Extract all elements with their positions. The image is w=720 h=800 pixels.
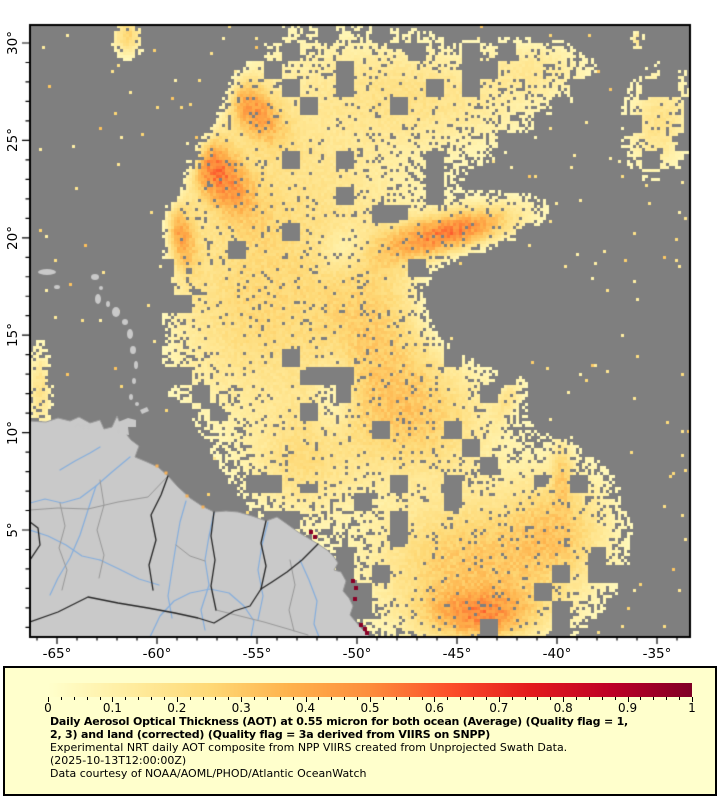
caption-timestamp: (2025-10-13T12:00:00Z) <box>50 754 187 767</box>
caption-block: Daily Aerosol Optical Thickness (AOT) at… <box>50 715 710 780</box>
x-tick-label: -60° <box>142 646 172 662</box>
colorbar-minor-tick <box>344 697 346 700</box>
colorbar-tick-label: 0.1 <box>102 701 122 715</box>
colorbar-minor-tick <box>138 697 140 700</box>
colorbar-minor-tick <box>421 697 423 700</box>
colorbar-major-tick <box>692 697 693 702</box>
colorbar-minor-tick <box>163 697 165 700</box>
colorbar-minor-tick <box>524 697 526 700</box>
colorbar-minor-tick <box>447 697 449 700</box>
x-tick-label: -40° <box>542 646 572 662</box>
legend-panel: 0 0.1 0.2 0.3 0.4 0.5 0.6 0.7 0.8 0.9 1 Daily Aero… <box>3 666 717 796</box>
colorbar-minor-tick <box>614 697 616 700</box>
colorbar-minor-tick <box>215 697 217 700</box>
colorbar-minor-tick <box>408 697 410 700</box>
colorbar-minor-tick <box>228 697 230 700</box>
y-tick-label: 20° <box>5 225 21 250</box>
x-tick-label: -65° <box>42 646 72 662</box>
colorbar-major-tick <box>627 697 629 702</box>
colorbar-minor-tick <box>279 697 281 700</box>
colorbar-minor-tick <box>588 697 590 700</box>
y-tick-label: 25° <box>5 128 21 153</box>
y-tick-label: 15° <box>5 323 21 348</box>
colorbar-minor-tick <box>73 697 75 700</box>
colorbar-tick-label: 0.8 <box>553 701 573 715</box>
x-tick-label: -55° <box>242 646 272 662</box>
colorbar-major-tick <box>434 697 436 702</box>
colorbar-major-tick <box>305 697 307 702</box>
colorbar-major-tick <box>48 697 49 702</box>
colorbar-minor-tick <box>382 697 384 700</box>
colorbar-major-tick <box>498 697 500 702</box>
colorbar-minor-tick <box>266 697 268 700</box>
colorbar-minor-tick <box>125 697 127 700</box>
colorbar-minor-tick <box>679 697 681 700</box>
colorbar-minor-tick <box>60 697 62 700</box>
colorbar <box>48 683 692 697</box>
colorbar-minor-tick <box>485 697 487 700</box>
colorbar-major-tick <box>112 697 114 702</box>
colorbar-tick-label: 0.3 <box>231 701 251 715</box>
colorbar-minor-tick <box>511 697 513 700</box>
caption-title-line2: 2, 3) and land (corrected) (Quality flag… <box>50 728 491 741</box>
colorbar-minor-tick <box>576 697 578 700</box>
colorbar-major-tick <box>241 697 243 702</box>
y-tick-label: 5° <box>5 522 21 538</box>
aot-map-canvas <box>0 0 720 660</box>
colorbar-tick-label: 0.7 <box>489 701 509 715</box>
caption-credit: Data courtesy of NOAA/AOML/PHOD/Atlantic… <box>50 767 367 780</box>
colorbar-tick-label: 0.5 <box>360 701 380 715</box>
colorbar-minor-tick <box>640 697 642 700</box>
colorbar-minor-tick <box>254 697 256 700</box>
colorbar-minor-tick <box>189 697 191 700</box>
colorbar-minor-tick <box>473 697 475 700</box>
colorbar-minor-tick <box>318 697 320 700</box>
colorbar-minor-tick <box>653 697 655 700</box>
colorbar-minor-tick <box>537 697 539 700</box>
colorbar-minor-tick <box>357 697 359 700</box>
colorbar-tick-label: 0.9 <box>618 701 638 715</box>
x-tick-label: -50° <box>342 646 372 662</box>
colorbar-tick-label: 0.6 <box>424 701 444 715</box>
colorbar-tick-label: 0.4 <box>296 701 316 715</box>
colorbar-minor-tick <box>292 697 294 700</box>
colorbar-minor-tick <box>331 697 333 700</box>
x-tick-label: -45° <box>442 646 472 662</box>
y-tick-label: 30° <box>5 31 21 55</box>
colorbar-minor-tick <box>601 697 603 700</box>
colorbar-minor-tick <box>395 697 397 700</box>
colorbar-major-tick <box>563 697 565 702</box>
colorbar-minor-tick <box>550 697 552 700</box>
colorbar-minor-tick <box>202 697 204 700</box>
caption-subtitle: Experimental NRT daily AOT composite fro… <box>50 741 568 754</box>
y-tick-label: 10° <box>5 420 21 445</box>
caption-title-line1: Daily Aerosol Optical Thickness (AOT) at… <box>50 715 629 728</box>
colorbar-tick-label: 0 <box>44 701 52 715</box>
colorbar-minor-tick <box>86 697 88 700</box>
colorbar-minor-tick <box>460 697 462 700</box>
colorbar-major-tick <box>176 697 178 702</box>
x-tick-label: -35° <box>642 646 672 662</box>
colorbar-tick-label: 1 <box>688 701 696 715</box>
colorbar-tick-label: 0.2 <box>167 701 187 715</box>
colorbar-minor-tick <box>151 697 153 700</box>
colorbar-major-tick <box>370 697 371 702</box>
colorbar-minor-tick <box>666 697 668 700</box>
colorbar-minor-tick <box>99 697 101 700</box>
